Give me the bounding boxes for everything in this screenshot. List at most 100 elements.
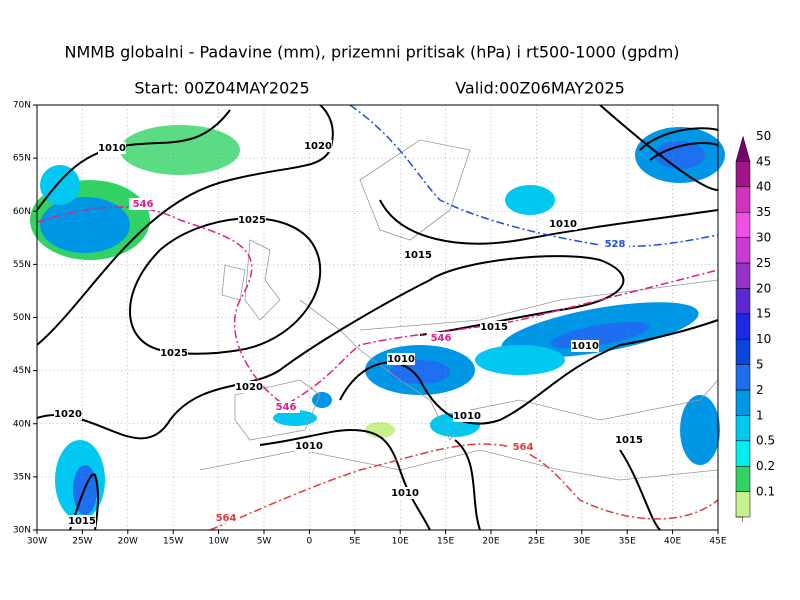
y-tick-label: 30N [13, 526, 31, 536]
colorbar-swatch [735, 465, 751, 492]
colorbar-label: 30 [756, 231, 771, 245]
x-tick-label: 10W [208, 537, 228, 547]
start-time: Start: 00Z04MAY2025 [134, 79, 309, 98]
y-tick-label: 50N [13, 313, 31, 323]
label-background [391, 487, 419, 499]
x-tick-label: 10E [392, 537, 409, 547]
x-tick-label: 25W [72, 537, 92, 547]
colorbar-swatch [735, 237, 751, 264]
x-tick-label: 0 [307, 537, 313, 547]
colorbar-swatch [735, 262, 751, 289]
x-tick-label: 5W [257, 537, 272, 547]
colorbar-label: 10 [756, 332, 771, 346]
colorbar-triangle [735, 135, 751, 162]
y-tick-label: 60N [13, 207, 31, 217]
colorbar-swatch [735, 364, 751, 391]
contour-label: 1015 [404, 250, 432, 261]
x-tick-label: 20W [118, 537, 138, 547]
colorbar-swatch [735, 186, 751, 213]
x-tick-label: 15W [163, 537, 183, 547]
colorbar-tail [736, 516, 744, 523]
y-tick-label: 40N [13, 419, 31, 429]
contour-labels: 1010 1020 1025 1015 1010 528 546 1025 1020 1020 10… [54, 140, 643, 527]
contour-label: 1025 [238, 215, 266, 226]
contour-label: 564 [216, 513, 237, 524]
contour-label: 1010 [295, 441, 323, 452]
x-tick-label: 35E [619, 537, 636, 547]
colorbar-label: 5 [756, 358, 764, 372]
label-background [98, 142, 126, 154]
contour-label: 546 [133, 199, 154, 210]
x-tick-label: 45E [709, 537, 726, 547]
x-tick-label: 20E [482, 537, 499, 547]
x-tick-label: 30W [27, 537, 47, 547]
contour-label: 1015 [68, 516, 96, 527]
label-background [571, 340, 599, 352]
y-tick-label: 45N [13, 366, 31, 376]
x-tick-label: 15E [437, 537, 454, 547]
colorbar-label: 25 [756, 256, 771, 270]
label-background [212, 512, 240, 524]
label-background [238, 214, 266, 226]
label-background [295, 440, 323, 452]
contour-label: 1010 [391, 488, 419, 499]
x-tick-label: 30E [573, 537, 590, 547]
contour-label: 1015 [615, 435, 643, 446]
colorbar-label: 40 [756, 180, 771, 194]
contour-label: 1020 [235, 382, 263, 393]
y-tick-label: 70N [13, 101, 31, 111]
contour-label: 1020 [304, 141, 332, 152]
y-tick-label: 65N [13, 154, 31, 164]
colorbar-label: 2 [756, 383, 764, 397]
label-background [129, 198, 157, 210]
label-background [480, 321, 508, 333]
colorbar-label: 35 [756, 205, 771, 219]
contour-label: 1010 [453, 411, 481, 422]
label-background [404, 249, 432, 261]
colorbar-swatch [735, 313, 751, 340]
colorbar-label: 0.2 [756, 459, 775, 473]
colorbar-swatch [735, 338, 751, 365]
label-background [453, 410, 481, 422]
colorbar-label: 0.1 [756, 485, 775, 499]
colorbar-label: 15 [756, 307, 771, 321]
contour-label: 546 [276, 402, 297, 413]
contour-label: 546 [431, 333, 452, 344]
contour-label: 1010 [549, 219, 577, 230]
label-background [68, 515, 96, 527]
colorbar-label: 1 [756, 408, 764, 422]
contour-label: 1010 [571, 341, 599, 352]
colorbar-swatch [735, 491, 751, 518]
colorbar-swatch [735, 415, 751, 442]
label-background [160, 347, 188, 359]
title: NMMB globalni - Padavine (mm), prizemni … [64, 43, 679, 62]
label-background [387, 353, 415, 365]
contour-label: 1015 [480, 322, 508, 333]
label-background [235, 381, 263, 393]
label-background [615, 434, 643, 446]
label-background [427, 332, 455, 344]
label-background [509, 441, 537, 453]
contour-label: 1010 [387, 354, 415, 365]
colorbar-swatch [735, 440, 751, 467]
contour-label: 564 [513, 442, 534, 453]
colorbar-swatch [735, 389, 751, 416]
contour-label: 1020 [54, 409, 82, 420]
contour-label: 1025 [160, 348, 188, 359]
x-tick-label: 5E [349, 537, 361, 547]
colorbar-label: 0.5 [756, 434, 775, 448]
map-frame [36, 104, 719, 531]
contour-label: 1010 [98, 143, 126, 154]
x-tick-label: 25E [528, 537, 545, 547]
plot-area: 1010 1020 1025 1015 1010 528 546 1025 1020 1020 10… [30, 104, 725, 534]
colorbar-swatch [735, 161, 751, 188]
label-background [272, 401, 300, 413]
contour-label: 528 [605, 239, 626, 250]
x-tick-label: 40E [664, 537, 681, 547]
colorbar-swatch [735, 211, 751, 238]
colorbar-label: 20 [756, 281, 771, 295]
valid-time: Valid:00Z06MAY2025 [455, 79, 625, 98]
y-tick-label: 55N [13, 260, 31, 270]
label-background [304, 140, 332, 152]
